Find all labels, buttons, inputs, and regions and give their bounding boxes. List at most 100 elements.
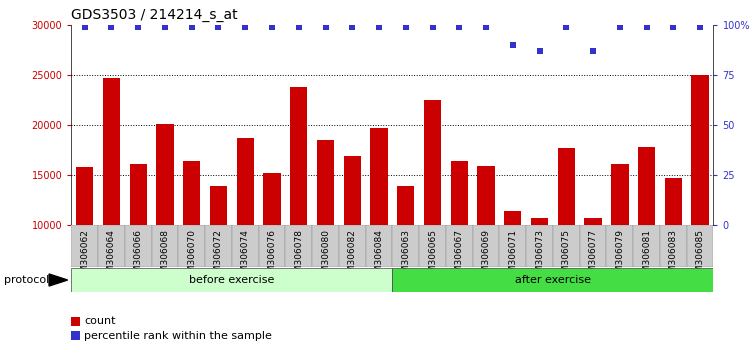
Text: GSM306077: GSM306077 xyxy=(589,229,598,284)
Bar xyxy=(557,148,575,225)
Bar xyxy=(285,225,312,267)
Bar xyxy=(531,218,548,225)
Bar xyxy=(419,225,446,267)
Point xyxy=(293,24,305,30)
Bar xyxy=(424,100,442,225)
Text: GSM306067: GSM306067 xyxy=(455,229,464,284)
Bar xyxy=(660,225,686,267)
Polygon shape xyxy=(49,274,68,286)
Bar xyxy=(392,225,419,267)
Point xyxy=(132,24,144,30)
Bar xyxy=(638,147,656,225)
Bar xyxy=(580,225,606,267)
Bar xyxy=(339,225,366,267)
Point xyxy=(213,24,225,30)
Point xyxy=(694,24,706,30)
Point xyxy=(480,24,492,30)
Bar xyxy=(584,218,602,225)
Text: GSM306063: GSM306063 xyxy=(401,229,410,284)
Bar xyxy=(258,225,285,267)
Point xyxy=(185,24,198,30)
Text: after exercise: after exercise xyxy=(515,275,591,285)
Point xyxy=(266,24,278,30)
Bar xyxy=(366,225,392,267)
Bar xyxy=(125,225,152,267)
Point xyxy=(427,24,439,30)
Bar xyxy=(156,124,173,225)
Point xyxy=(587,48,599,53)
Bar xyxy=(478,166,495,225)
Text: GSM306064: GSM306064 xyxy=(107,229,116,284)
Point xyxy=(668,24,680,30)
Text: GSM306075: GSM306075 xyxy=(562,229,571,284)
Text: GSM306080: GSM306080 xyxy=(321,229,330,284)
Bar xyxy=(205,225,232,267)
Bar xyxy=(499,225,526,267)
Bar xyxy=(179,225,205,267)
Text: GDS3503 / 214214_s_at: GDS3503 / 214214_s_at xyxy=(71,8,238,22)
Bar xyxy=(692,75,709,225)
Bar xyxy=(451,161,468,225)
Bar xyxy=(611,164,629,225)
Text: GSM306078: GSM306078 xyxy=(294,229,303,284)
Bar xyxy=(237,138,254,225)
Point xyxy=(400,24,412,30)
Text: GSM306074: GSM306074 xyxy=(241,229,250,284)
Point xyxy=(560,24,572,30)
Point xyxy=(454,24,466,30)
Text: GSM306073: GSM306073 xyxy=(535,229,544,284)
Text: GSM306076: GSM306076 xyxy=(267,229,276,284)
Bar xyxy=(76,167,93,225)
Point xyxy=(159,24,171,30)
Text: GSM306082: GSM306082 xyxy=(348,229,357,284)
Text: GSM306084: GSM306084 xyxy=(375,229,384,284)
Point xyxy=(79,24,91,30)
Bar xyxy=(472,225,499,267)
Bar xyxy=(504,211,521,225)
Point xyxy=(105,24,117,30)
Text: percentile rank within the sample: percentile rank within the sample xyxy=(84,331,272,341)
Bar xyxy=(71,268,392,292)
Bar xyxy=(686,225,713,267)
Bar xyxy=(606,225,633,267)
Text: count: count xyxy=(84,316,116,326)
Point xyxy=(614,24,626,30)
Bar xyxy=(312,225,339,267)
Bar xyxy=(397,186,415,225)
Bar xyxy=(633,225,660,267)
Point xyxy=(240,24,252,30)
Bar xyxy=(152,225,178,267)
Text: GSM306079: GSM306079 xyxy=(615,229,624,284)
Bar xyxy=(129,164,147,225)
Point xyxy=(373,24,385,30)
Text: GSM306069: GSM306069 xyxy=(481,229,490,284)
Bar xyxy=(526,225,553,267)
Text: GSM306066: GSM306066 xyxy=(134,229,143,284)
Text: GSM306072: GSM306072 xyxy=(214,229,223,284)
Text: GSM306081: GSM306081 xyxy=(642,229,651,284)
Bar xyxy=(446,225,472,267)
Text: GSM306071: GSM306071 xyxy=(508,229,517,284)
Text: GSM306083: GSM306083 xyxy=(669,229,678,284)
Bar xyxy=(392,268,713,292)
Point xyxy=(346,24,358,30)
Text: GSM306085: GSM306085 xyxy=(695,229,704,284)
Bar xyxy=(343,156,361,225)
Bar xyxy=(370,128,388,225)
Point xyxy=(533,48,545,53)
Bar xyxy=(210,186,228,225)
Bar xyxy=(317,140,334,225)
Point xyxy=(319,24,331,30)
Point xyxy=(641,24,653,30)
Point xyxy=(507,42,519,48)
Bar xyxy=(183,161,201,225)
Bar xyxy=(232,225,258,267)
Bar xyxy=(98,225,125,267)
Text: GSM306065: GSM306065 xyxy=(428,229,437,284)
Text: GSM306062: GSM306062 xyxy=(80,229,89,284)
Text: GSM306068: GSM306068 xyxy=(161,229,170,284)
Bar xyxy=(290,87,307,225)
Text: protocol: protocol xyxy=(4,275,49,285)
Text: before exercise: before exercise xyxy=(189,275,275,285)
Bar xyxy=(103,78,120,225)
